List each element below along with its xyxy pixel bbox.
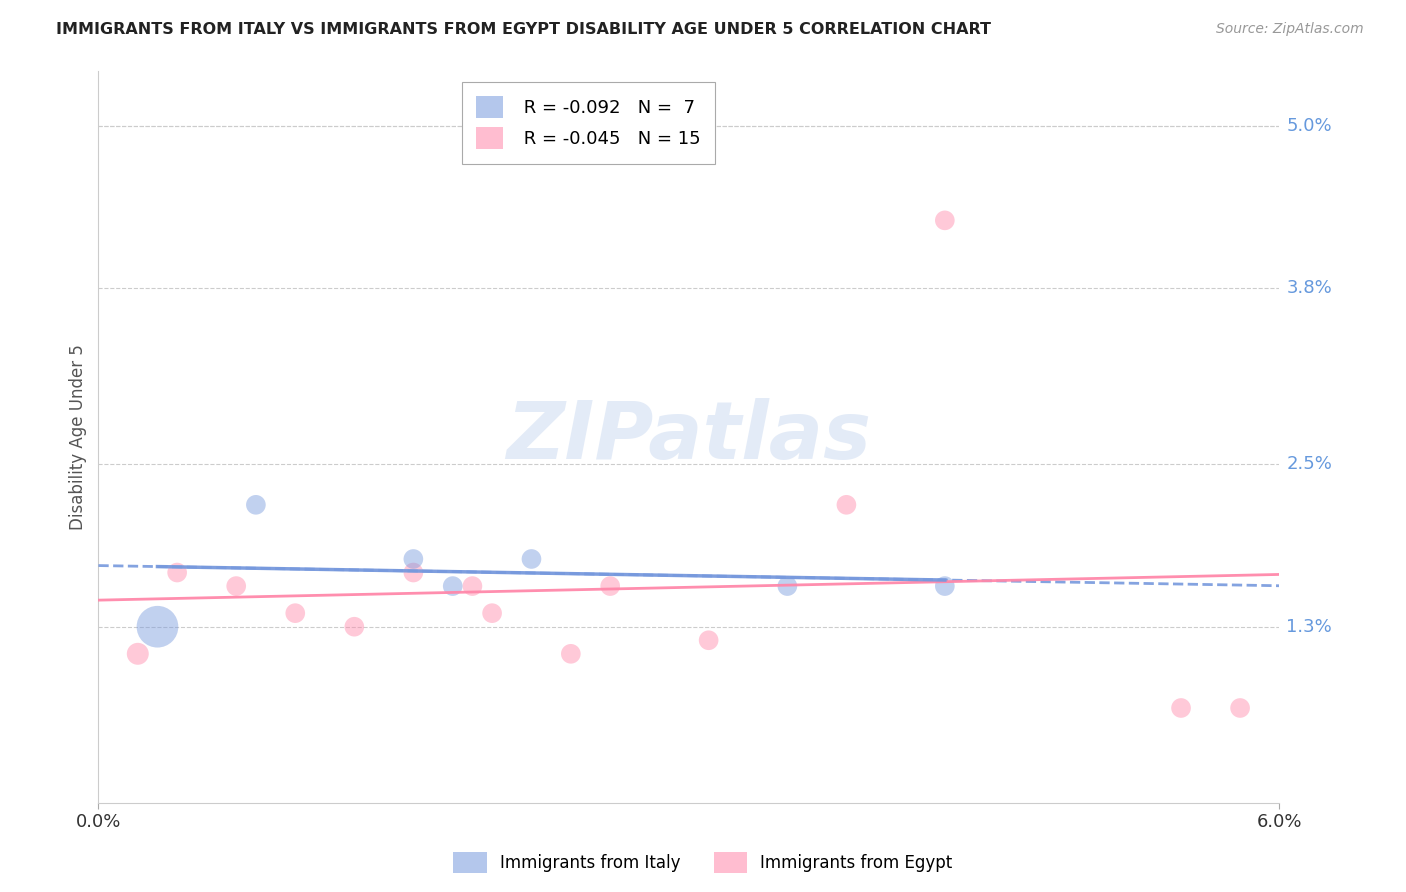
- Point: [441, 579, 464, 593]
- Text: IMMIGRANTS FROM ITALY VS IMMIGRANTS FROM EGYPT DISABILITY AGE UNDER 5 CORRELATIO: IMMIGRANTS FROM ITALY VS IMMIGRANTS FROM…: [56, 22, 991, 37]
- Point: [697, 633, 720, 648]
- Point: [245, 498, 267, 512]
- Point: [560, 647, 582, 661]
- Point: [284, 606, 307, 620]
- Point: [481, 606, 503, 620]
- Point: [934, 213, 956, 227]
- Point: [127, 647, 149, 661]
- Point: [146, 620, 169, 634]
- Text: 3.8%: 3.8%: [1286, 279, 1333, 297]
- Y-axis label: Disability Age Under 5: Disability Age Under 5: [69, 344, 87, 530]
- Point: [402, 552, 425, 566]
- Point: [934, 579, 956, 593]
- Text: 5.0%: 5.0%: [1286, 117, 1331, 135]
- Text: ZIPatlas: ZIPatlas: [506, 398, 872, 476]
- Text: 2.5%: 2.5%: [1286, 455, 1333, 473]
- Text: Source: ZipAtlas.com: Source: ZipAtlas.com: [1216, 22, 1364, 37]
- Point: [343, 620, 366, 634]
- Point: [520, 552, 543, 566]
- Point: [225, 579, 247, 593]
- Point: [1170, 701, 1192, 715]
- Text: 1.3%: 1.3%: [1286, 618, 1333, 636]
- Point: [599, 579, 621, 593]
- Legend: Immigrants from Italy, Immigrants from Egypt: Immigrants from Italy, Immigrants from E…: [447, 846, 959, 880]
- Point: [402, 566, 425, 580]
- Legend:  R = -0.092   N =  7,  R = -0.045   N = 15: R = -0.092 N = 7, R = -0.045 N = 15: [461, 82, 714, 164]
- Point: [1229, 701, 1251, 715]
- Point: [166, 566, 188, 580]
- Point: [776, 579, 799, 593]
- Point: [461, 579, 484, 593]
- Point: [835, 498, 858, 512]
